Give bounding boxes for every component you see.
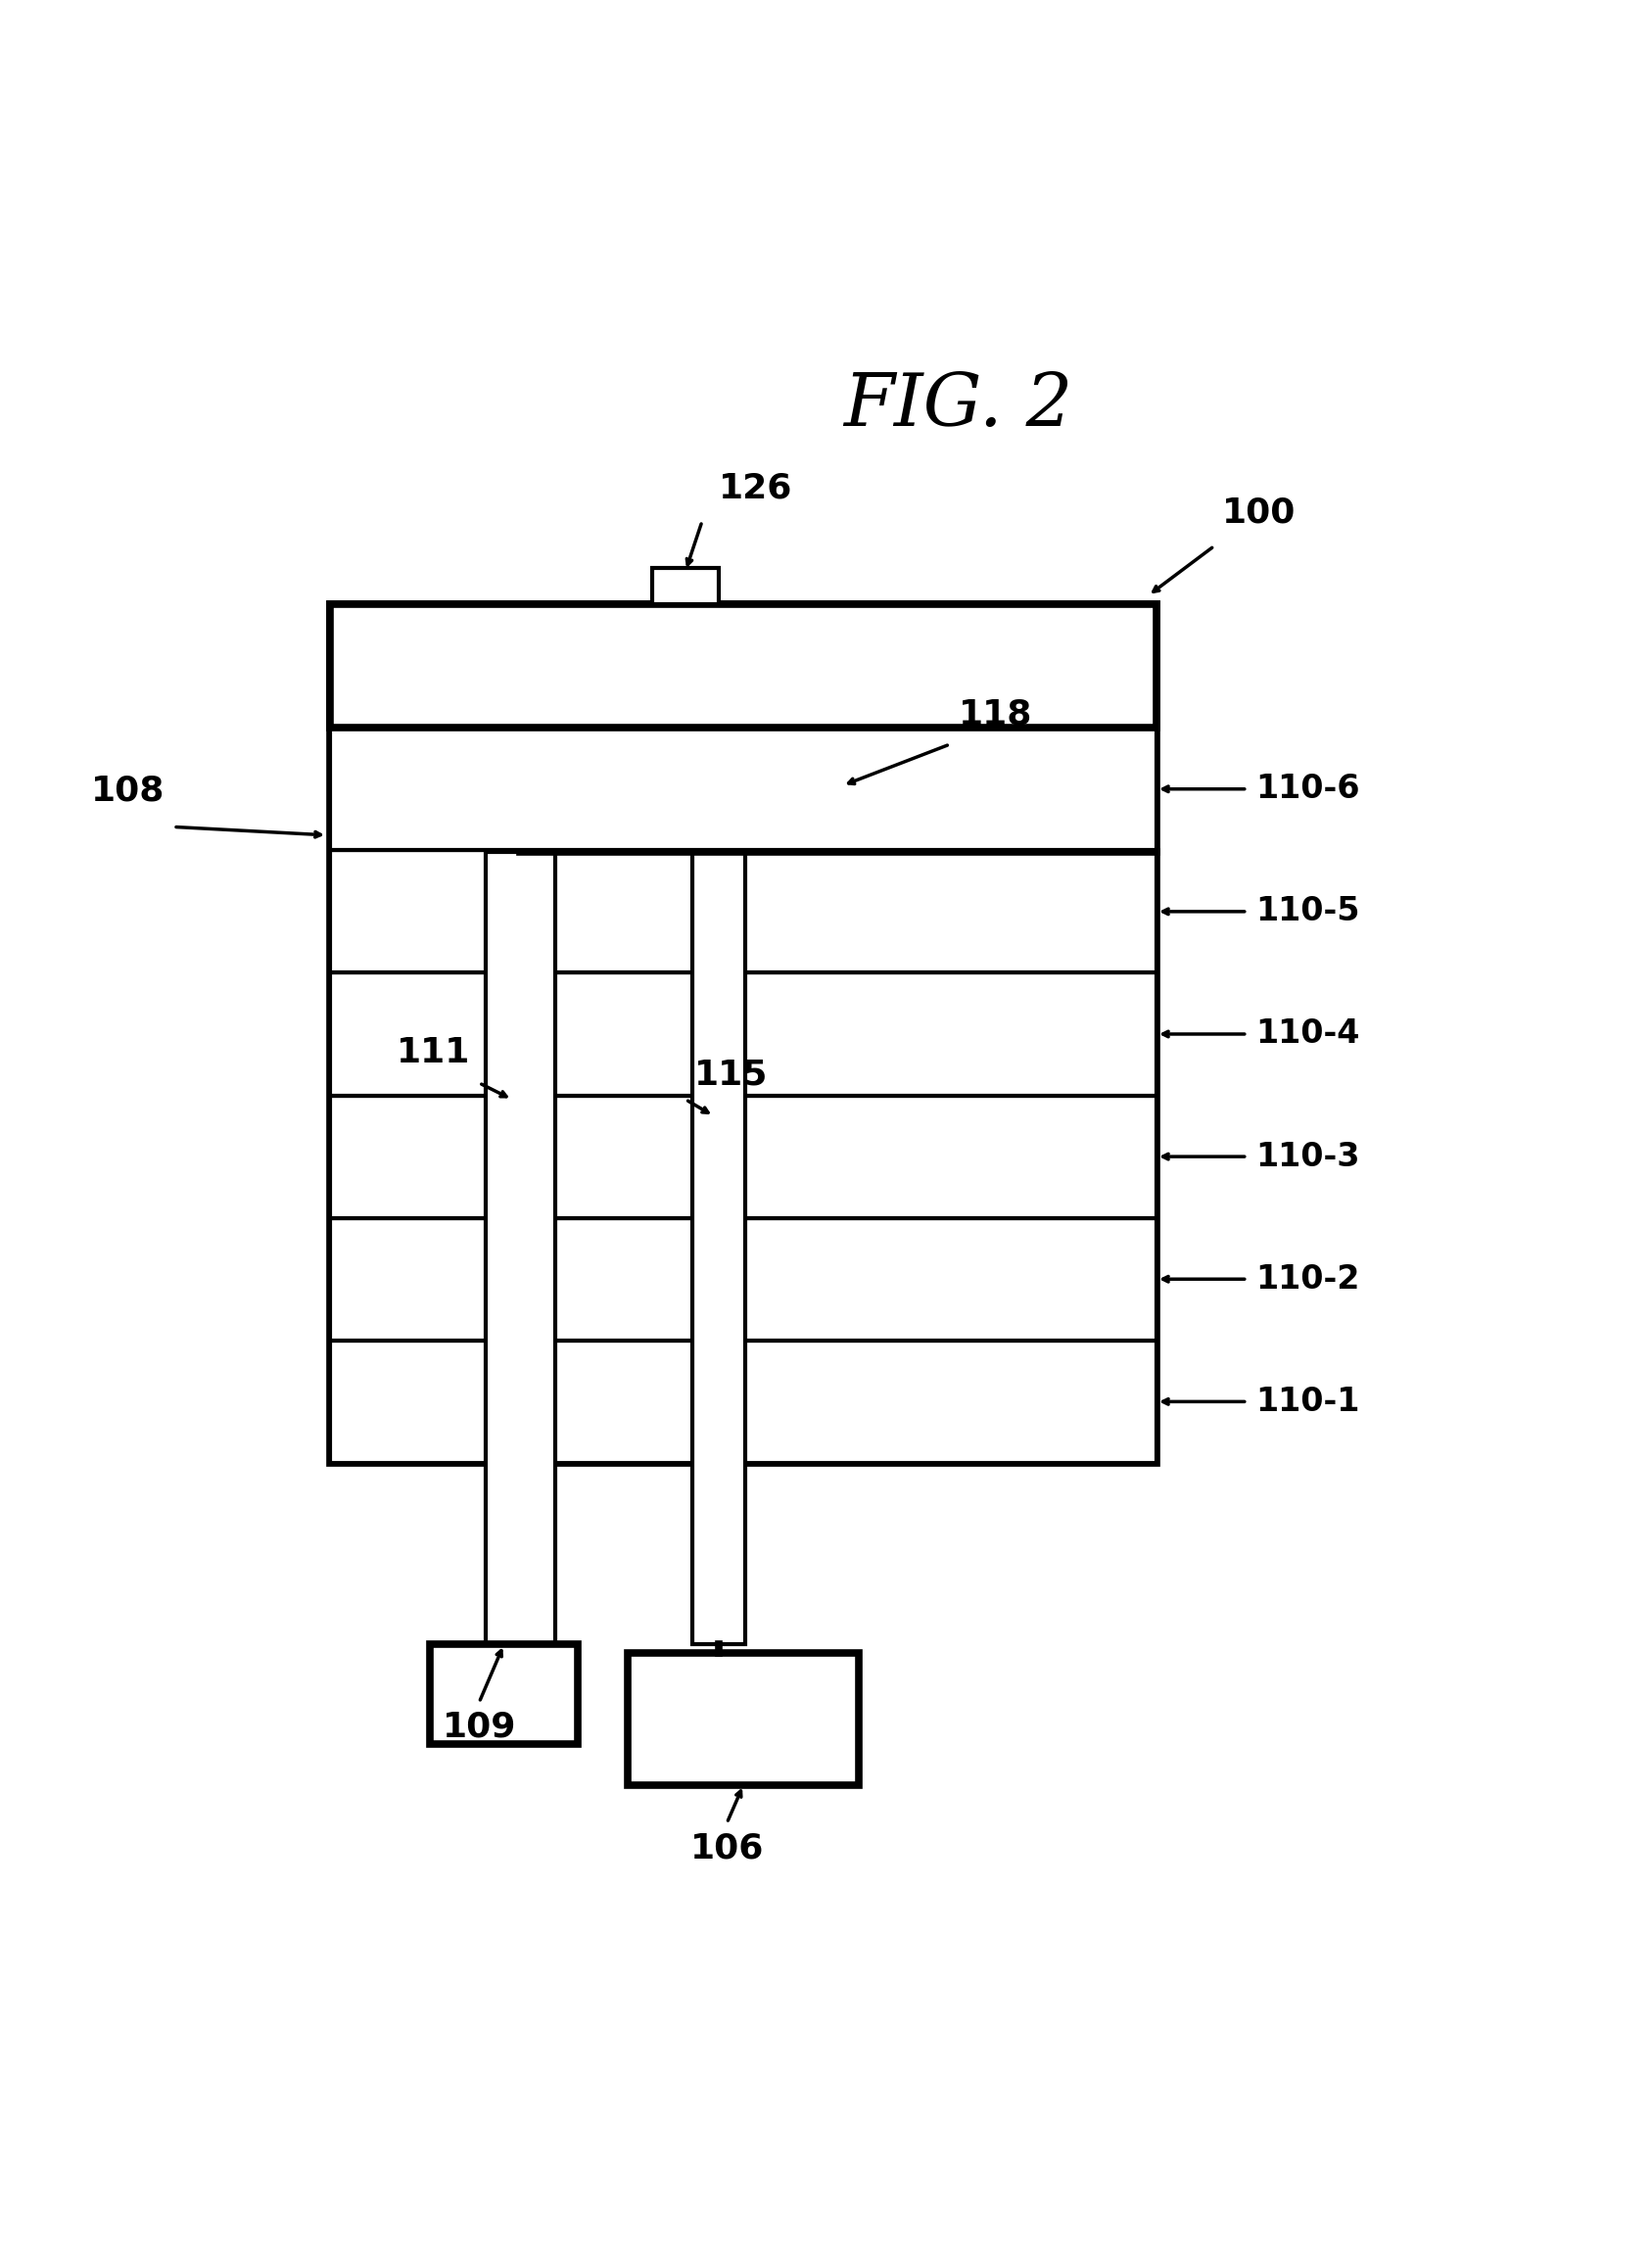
Text: 118: 118 xyxy=(958,698,1032,732)
Bar xyxy=(628,1653,859,1785)
Bar xyxy=(330,727,1156,849)
Text: 110-4: 110-4 xyxy=(1256,1017,1360,1051)
Bar xyxy=(330,1219,1156,1341)
Text: 110-5: 110-5 xyxy=(1256,895,1360,929)
Bar xyxy=(330,605,1156,727)
Bar xyxy=(330,849,1156,972)
Text: 106: 106 xyxy=(691,1832,763,1864)
Text: 110-1: 110-1 xyxy=(1256,1386,1360,1418)
Text: 108: 108 xyxy=(91,775,165,806)
Bar xyxy=(330,972,1156,1096)
Text: 100: 100 xyxy=(1222,496,1297,530)
Bar xyxy=(330,1341,1156,1463)
Text: 109: 109 xyxy=(443,1710,515,1744)
Bar xyxy=(692,852,745,1644)
Bar xyxy=(653,569,719,605)
Text: 110-3: 110-3 xyxy=(1256,1142,1360,1173)
Text: 111: 111 xyxy=(396,1037,471,1069)
Text: 115: 115 xyxy=(694,1058,768,1092)
Bar xyxy=(330,1096,1156,1219)
Text: 110-2: 110-2 xyxy=(1256,1264,1360,1296)
Text: 110-6: 110-6 xyxy=(1256,772,1360,804)
Bar xyxy=(330,605,1156,1463)
Text: FIG. 2: FIG. 2 xyxy=(844,369,1072,442)
Bar xyxy=(430,1644,578,1744)
Text: 126: 126 xyxy=(719,471,793,505)
Bar xyxy=(486,852,555,1644)
